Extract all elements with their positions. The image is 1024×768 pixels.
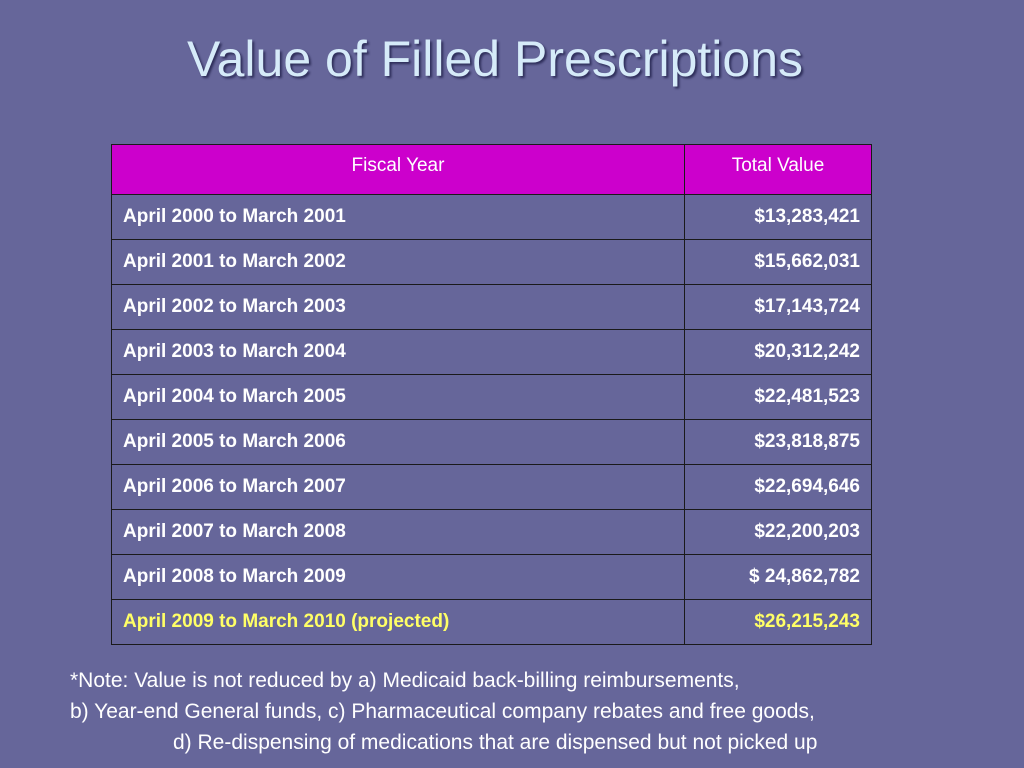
total-value-cell: $26,215,243	[684, 599, 872, 645]
total-value-cell: $22,481,523	[684, 374, 872, 420]
total-value-cell: $17,143,724	[684, 284, 872, 330]
fiscal-year-cell: April 2005 to March 2006	[111, 419, 685, 465]
table-header-row: Fiscal Year Total Value	[111, 144, 872, 195]
fiscal-year-cell: April 2002 to March 2003	[111, 284, 685, 330]
table-row: April 2005 to March 2006 $23,818,875	[111, 419, 872, 465]
fiscal-year-cell: April 2008 to March 2009	[111, 554, 685, 600]
fiscal-year-cell: April 2000 to March 2001	[111, 194, 685, 240]
footnote: *Note: Value is not reduced by a) Medica…	[70, 665, 817, 758]
fiscal-year-cell: April 2001 to March 2002	[111, 239, 685, 285]
fiscal-year-cell: April 2006 to March 2007	[111, 464, 685, 510]
table-row: April 2007 to March 2008 $22,200,203	[111, 509, 872, 555]
footnote-line: *Note: Value is not reduced by a) Medica…	[70, 669, 740, 692]
prescription-value-table: Fiscal Year Total Value April 2000 to Ma…	[111, 144, 872, 645]
table-row: April 2000 to March 2001 $13,283,421	[111, 194, 872, 240]
total-value-cell: $13,283,421	[684, 194, 872, 240]
slide-title: Value of Filled Prescriptions	[186, 31, 803, 87]
footnote-line: b) Year-end General funds, c) Pharmaceut…	[70, 700, 815, 723]
table-row: April 2001 to March 2002 $15,662,031	[111, 239, 872, 285]
footnote-line: d) Re-dispensing of medications that are…	[173, 731, 818, 754]
table-row: April 2002 to March 2003 $17,143,724	[111, 284, 872, 330]
total-value-cell: $ 24,862,782	[684, 554, 872, 600]
fiscal-year-cell: April 2009 to March 2010 (projected)	[111, 599, 685, 645]
total-value-cell: $20,312,242	[684, 329, 872, 375]
table-row-projected: April 2009 to March 2010 (projected) $26…	[111, 599, 872, 645]
table-row: April 2003 to March 2004 $20,312,242	[111, 329, 872, 375]
header-fiscal-year: Fiscal Year	[111, 144, 685, 195]
table-row: April 2004 to March 2005 $22,481,523	[111, 374, 872, 420]
fiscal-year-cell: April 2004 to March 2005	[111, 374, 685, 420]
table-row: April 2008 to March 2009 $ 24,862,782	[111, 554, 872, 600]
total-value-cell: $15,662,031	[684, 239, 872, 285]
total-value-cell: $22,200,203	[684, 509, 872, 555]
fiscal-year-cell: April 2007 to March 2008	[111, 509, 685, 555]
header-total-value: Total Value	[684, 144, 872, 195]
fiscal-year-cell: April 2003 to March 2004	[111, 329, 685, 375]
table-row: April 2006 to March 2007 $22,694,646	[111, 464, 872, 510]
total-value-cell: $23,818,875	[684, 419, 872, 465]
total-value-cell: $22,694,646	[684, 464, 872, 510]
